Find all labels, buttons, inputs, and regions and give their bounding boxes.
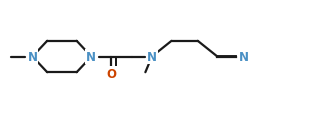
- Text: N: N: [27, 51, 38, 63]
- Text: N: N: [239, 51, 248, 63]
- Text: N: N: [147, 51, 157, 63]
- Text: O: O: [106, 67, 116, 80]
- Text: N: N: [86, 51, 96, 63]
